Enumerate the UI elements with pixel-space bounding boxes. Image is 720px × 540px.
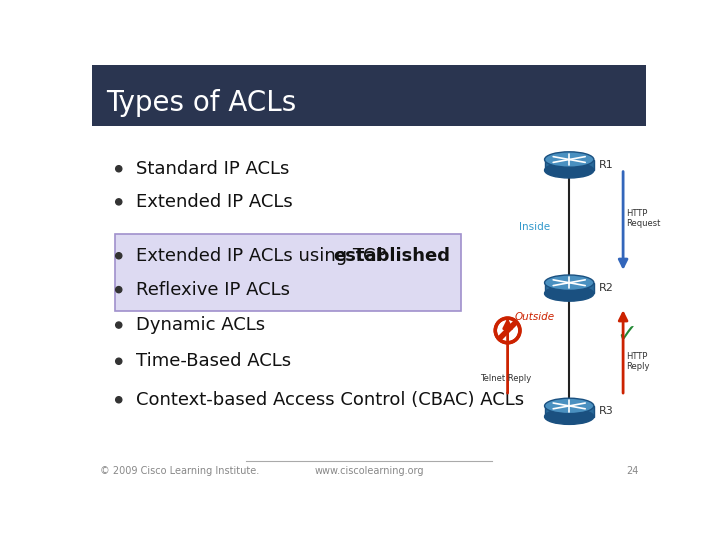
Text: HTTP
Request: HTTP Request: [626, 209, 660, 228]
Text: R1: R1: [598, 160, 613, 170]
Ellipse shape: [544, 163, 594, 178]
Circle shape: [116, 287, 122, 293]
Text: Extended IP ACLs: Extended IP ACLs: [137, 193, 293, 211]
Text: Time-Based ACLs: Time-Based ACLs: [137, 352, 292, 370]
Ellipse shape: [544, 286, 594, 301]
Ellipse shape: [544, 409, 594, 424]
Text: Inside: Inside: [519, 221, 550, 232]
Ellipse shape: [544, 152, 594, 167]
Circle shape: [116, 166, 122, 172]
Text: established: established: [333, 247, 451, 265]
Circle shape: [116, 253, 122, 259]
Text: Context-based Access Control (CBAC) ACLs: Context-based Access Control (CBAC) ACLs: [137, 391, 525, 409]
Text: www.ciscolearning.org: www.ciscolearning.org: [314, 467, 424, 476]
Text: Standard IP ACLs: Standard IP ACLs: [137, 160, 290, 178]
Circle shape: [116, 322, 122, 328]
Bar: [92, 65, 647, 126]
Bar: [115, 234, 462, 311]
Ellipse shape: [544, 275, 594, 291]
Circle shape: [495, 318, 520, 343]
Ellipse shape: [544, 398, 594, 414]
Text: Reflexive IP ACLs: Reflexive IP ACLs: [137, 281, 290, 299]
Text: 24: 24: [626, 467, 639, 476]
Text: Types of ACLs: Types of ACLs: [106, 89, 296, 117]
Circle shape: [116, 397, 122, 403]
Text: R3: R3: [598, 406, 613, 416]
Circle shape: [116, 358, 122, 365]
Text: R2: R2: [598, 283, 613, 293]
Circle shape: [116, 199, 122, 205]
Bar: [544, 159, 594, 170]
Text: © 2009 Cisco Learning Institute.: © 2009 Cisco Learning Institute.: [99, 467, 258, 476]
Text: Extended IP ACLs using TCP: Extended IP ACLs using TCP: [137, 247, 392, 265]
Bar: [544, 406, 594, 417]
Text: Outside: Outside: [515, 312, 554, 322]
Text: Telnet Reply: Telnet Reply: [480, 374, 531, 383]
Text: ✓: ✓: [616, 322, 637, 346]
Text: HTTP
Reply: HTTP Reply: [626, 352, 649, 371]
Text: Dynamic ACLs: Dynamic ACLs: [137, 316, 266, 334]
Bar: [544, 283, 594, 294]
